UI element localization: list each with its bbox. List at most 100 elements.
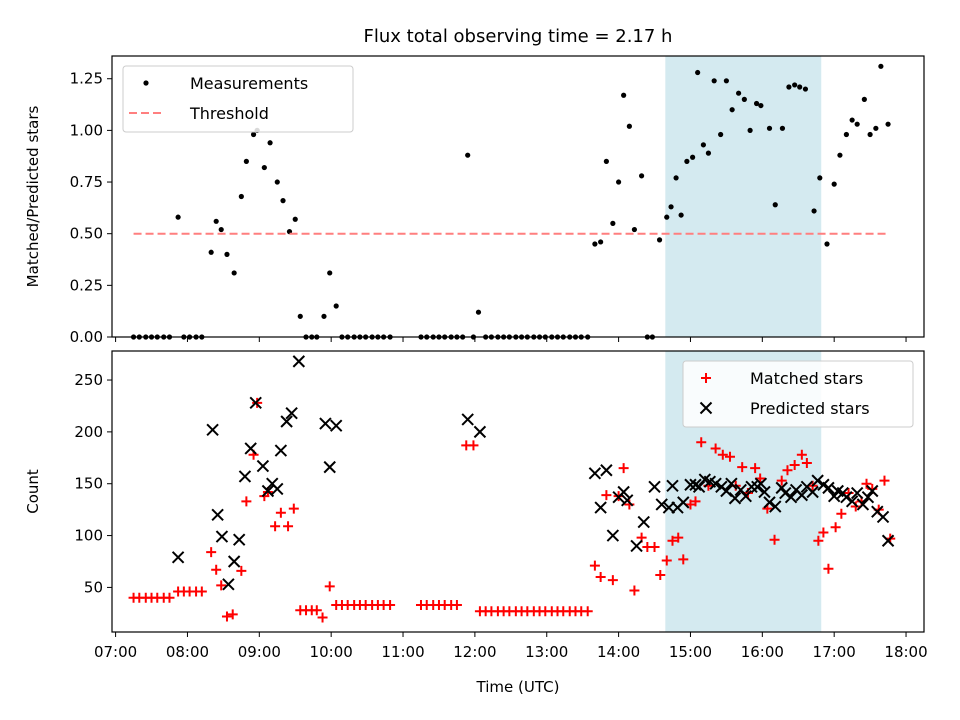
matched-star-point [673, 532, 684, 543]
predicted-star-point [856, 498, 870, 511]
measurement-point [802, 86, 809, 92]
measurement-point [231, 270, 237, 276]
predicted-star-point [811, 474, 824, 487]
predicted-star-point [206, 423, 219, 437]
predicted-star-point [227, 555, 241, 568]
y-tick-label: 200 [74, 423, 103, 441]
measurement-point [837, 152, 843, 158]
predicted-star-point [232, 533, 246, 546]
legend-marker [701, 373, 711, 383]
measurement-point [292, 216, 298, 222]
matched-star-point [275, 507, 286, 518]
matched-star-point [252, 397, 263, 408]
legend-box [682, 360, 914, 428]
measurement-point [700, 142, 706, 148]
x-tick-label: 10:00 [310, 643, 353, 661]
matched-star-point [710, 443, 721, 454]
measurement-point [854, 121, 860, 127]
measurement-point [621, 92, 627, 98]
predicted-star-point [274, 444, 288, 457]
measurement-point [772, 202, 778, 208]
y-tick-label: 250 [74, 371, 103, 389]
predicted-star-point [319, 417, 332, 430]
measurement-point [797, 84, 803, 90]
y-axis-label: Count [24, 469, 42, 514]
predicted-star-point [692, 480, 706, 494]
legend: Measurements Threshold [122, 65, 354, 133]
predicted-star-point [630, 539, 643, 553]
matched-star-point [737, 462, 748, 473]
matched-star-point [283, 521, 294, 532]
predicted-star-point [222, 578, 235, 591]
matched-star-point [850, 501, 861, 512]
highlight-span [665, 56, 822, 337]
measurement-point [695, 69, 701, 76]
measurement-point [758, 102, 764, 109]
measurement-point [592, 241, 598, 247]
legend-label: Predicted stars [750, 399, 870, 418]
predicted-star-point [329, 419, 343, 432]
x-tick-label: 13:00 [525, 643, 568, 661]
predicted-star-point [594, 501, 607, 514]
measurement-point [280, 198, 286, 204]
predicted-star-point [754, 477, 768, 490]
predicted-star-point [215, 530, 229, 543]
matched-star-point [270, 521, 281, 532]
predicted-star-point [606, 529, 620, 542]
predicted-star-point [677, 496, 690, 509]
matched-star-point [227, 609, 238, 620]
measurement-point [736, 90, 742, 96]
x-tick-label: 12:00 [453, 643, 496, 661]
predicted-star-point [211, 508, 224, 522]
measurement-point [327, 270, 333, 276]
predicted-star-point [648, 480, 661, 494]
x-tick-label: 14:00 [597, 643, 640, 661]
predicted-star-point [763, 496, 776, 509]
predicted-star-point [779, 486, 792, 500]
legend-marker [699, 401, 713, 415]
matched-star-point [589, 560, 600, 571]
predicted-star-point [861, 490, 875, 504]
matched-star-point [196, 586, 207, 597]
matched-star-point [667, 535, 678, 546]
matched-star-point [801, 457, 812, 468]
y-tick-label: 50 [84, 578, 103, 596]
x-tick-label: 16:00 [741, 643, 784, 661]
legend-label: Threshold [189, 104, 269, 123]
predicted-star-point [171, 551, 185, 564]
measurement-point [208, 249, 214, 255]
matched-star-point [717, 449, 728, 460]
matched-star-point [661, 555, 672, 566]
predicted-star-point [285, 407, 298, 420]
plot-frame [111, 350, 925, 633]
measurement-point [747, 127, 753, 133]
x-axis-label: Time (UTC) [476, 678, 560, 696]
measurement-point [718, 131, 724, 138]
measurement-point [817, 175, 823, 181]
measurement-point [792, 82, 798, 88]
measurement-point [297, 313, 303, 319]
measurement-point [274, 179, 280, 185]
y-tick-label: 100 [74, 527, 103, 545]
measurement-point [616, 179, 622, 185]
matched-star-point [601, 490, 612, 501]
predicted-star-point [600, 464, 613, 477]
matched-star-point [241, 496, 252, 507]
predicted-star-point [261, 484, 275, 498]
predicted-star-point [881, 534, 895, 547]
measurement-point [753, 100, 760, 107]
matched-star-point [216, 580, 227, 591]
x-tick-label: 08:00 [166, 643, 209, 661]
matched-star-point [468, 440, 479, 451]
measurement-point [885, 121, 891, 127]
measurement-point [711, 78, 717, 84]
matched-star-point [206, 547, 217, 558]
matched-star-point [582, 606, 593, 617]
x-tick-label: 17:00 [813, 643, 856, 661]
measurement-point [267, 140, 273, 146]
y-tick-label: 0.25 [70, 276, 103, 294]
predicted-star-point [655, 498, 668, 511]
matched-star-point [696, 437, 707, 448]
matched-star-point [221, 611, 232, 622]
matched-star-point [629, 585, 640, 596]
